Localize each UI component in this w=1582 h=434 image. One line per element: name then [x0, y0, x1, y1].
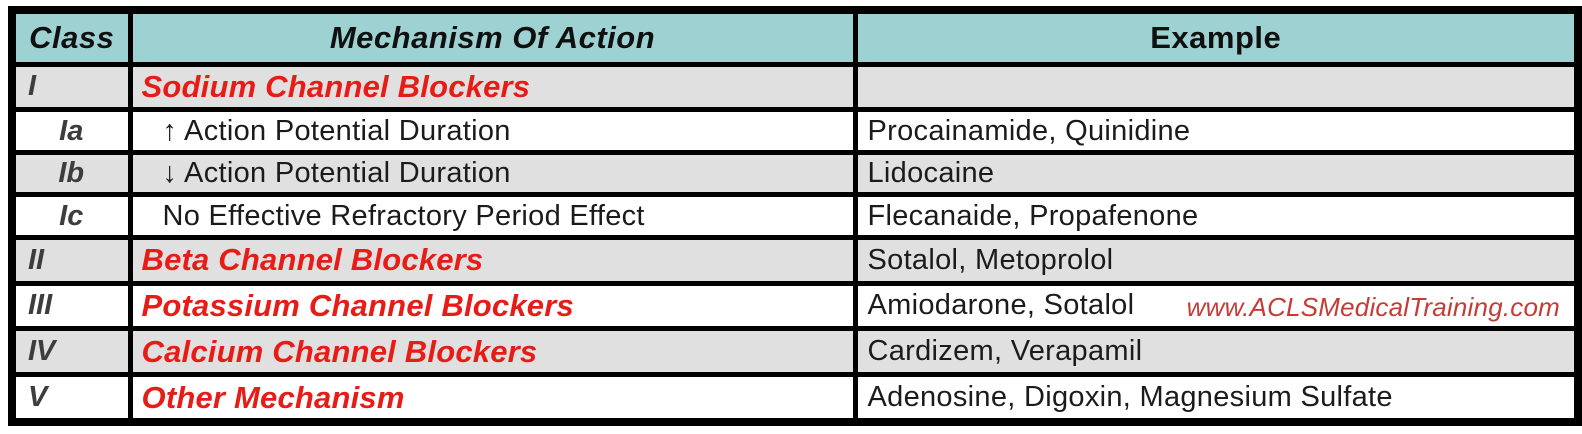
table-row: Ic No Effective Refractory Period Effect… [9, 192, 1581, 240]
header-example: Example [852, 7, 1581, 67]
example-text: Flecanaide, Propafenone [852, 192, 1581, 240]
example-text: Procainamide, Quinidine [852, 107, 1581, 155]
mechanism-text: Beta Channel Blockers [127, 234, 858, 286]
class-label: V [9, 372, 133, 425]
example-text: Lidocaine [852, 149, 1581, 198]
class-label: Ia [9, 107, 133, 155]
class-label: I [9, 61, 133, 113]
example-text: Sotalol, Metoprolol [852, 234, 1581, 286]
table-row: Ib ↓ Action Potential Duration Lidocaine [9, 149, 1581, 198]
class-label: Ib [9, 149, 133, 198]
example-text [852, 61, 1581, 113]
mechanism-text: Sodium Channel Blockers [127, 61, 858, 113]
class-label: III [9, 280, 133, 332]
mechanism-text: Potassium Channel Blockers [127, 280, 858, 332]
mechanism-text: Other Mechanism [127, 372, 858, 425]
example-text: Adenosine, Digoxin, Magnesium Sulfate [852, 372, 1581, 425]
antiarrhythmic-classes-table: Class Mechanism Of Action Example I Sodi… [8, 6, 1582, 426]
mechanism-text: ↑ Action Potential Duration [127, 107, 858, 155]
example-text: Amiodarone, Sotalol www.ACLSMedicalTraini… [852, 280, 1581, 332]
class-label: IV [9, 326, 133, 378]
class-label: Ic [9, 192, 133, 240]
table-row: V Other Mechanism Adenosine, Digoxin, Ma… [9, 372, 1581, 425]
table-body: I Sodium Channel Blockers Ia ↑ Action Po… [9, 61, 1581, 425]
header-class: Class [9, 7, 133, 67]
table-row: IV Calcium Channel Blockers Cardizem, Ve… [9, 326, 1581, 378]
example-text: Cardizem, Verapamil [852, 326, 1581, 378]
header-row: Class Mechanism Of Action Example [9, 7, 1581, 67]
table-row: II Beta Channel Blockers Sotalol, Metopr… [9, 234, 1581, 286]
table-row: I Sodium Channel Blockers [9, 61, 1581, 113]
header-mechanism: Mechanism Of Action [127, 7, 858, 67]
table-row: III Potassium Channel Blockers Amiodaron… [9, 280, 1581, 332]
table-header: Class Mechanism Of Action Example [9, 7, 1581, 67]
mechanism-text: Calcium Channel Blockers [127, 326, 858, 378]
class-label: II [9, 234, 133, 286]
acls-watermark: www.ACLSMedicalTraining.com [1186, 292, 1560, 323]
table-row: Ia ↑ Action Potential Duration Procainam… [9, 107, 1581, 155]
mechanism-text: ↓ Action Potential Duration [127, 149, 858, 198]
mechanism-text: No Effective Refractory Period Effect [127, 192, 858, 240]
